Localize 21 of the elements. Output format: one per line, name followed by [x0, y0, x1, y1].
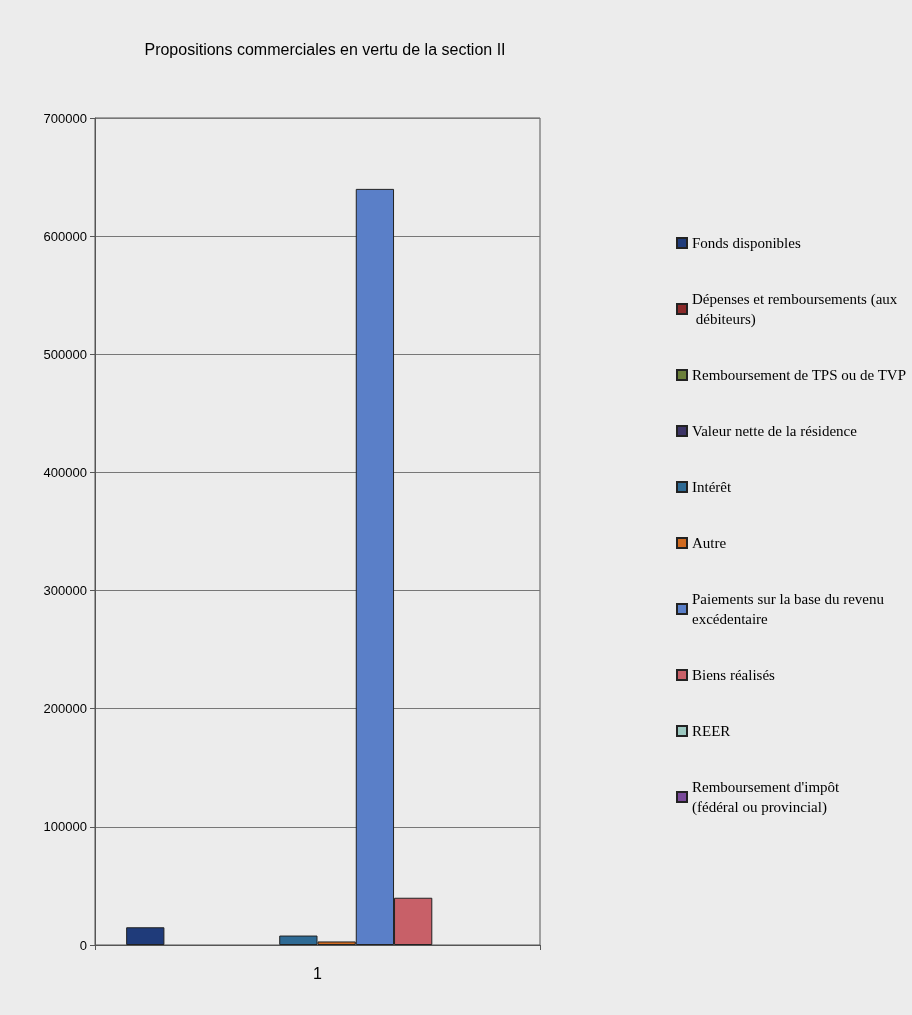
y-tick-label: 100000 [43, 819, 87, 835]
y-tick-label: 400000 [43, 464, 87, 480]
legend-label: Remboursement d'impôt (fédéral ou provincial) [692, 779, 844, 816]
y-tick-label: 200000 [43, 701, 87, 717]
legend-label: Autre [692, 535, 727, 551]
y-tick-label: 300000 [43, 583, 87, 599]
legend-label: Valeur nette de la résidence [692, 423, 858, 439]
y-tick-label: 500000 [43, 346, 87, 362]
y-tick-label: 600000 [43, 228, 87, 244]
legend-label: Biens réalisés [692, 667, 776, 683]
legend-label: REER [692, 723, 731, 739]
bar [126, 927, 165, 945]
x-tick-label: 1 [313, 964, 323, 982]
chart-title: Propositions commerciales en vertu de la section II [144, 40, 506, 58]
legend-label: Intérêt [692, 479, 732, 495]
legend-label: Paiements sur la base du revenu excédentaire [692, 591, 888, 627]
legend-label: Dépenses et remboursements (aux débiteurs) [692, 291, 898, 328]
legend-label: Fonds disponibles [692, 235, 801, 251]
legend-label: Remboursement de TPS ou de TVP [692, 367, 907, 383]
y-tick-label: 0 [79, 937, 87, 953]
y-tick-label: 700000 [43, 110, 87, 126]
